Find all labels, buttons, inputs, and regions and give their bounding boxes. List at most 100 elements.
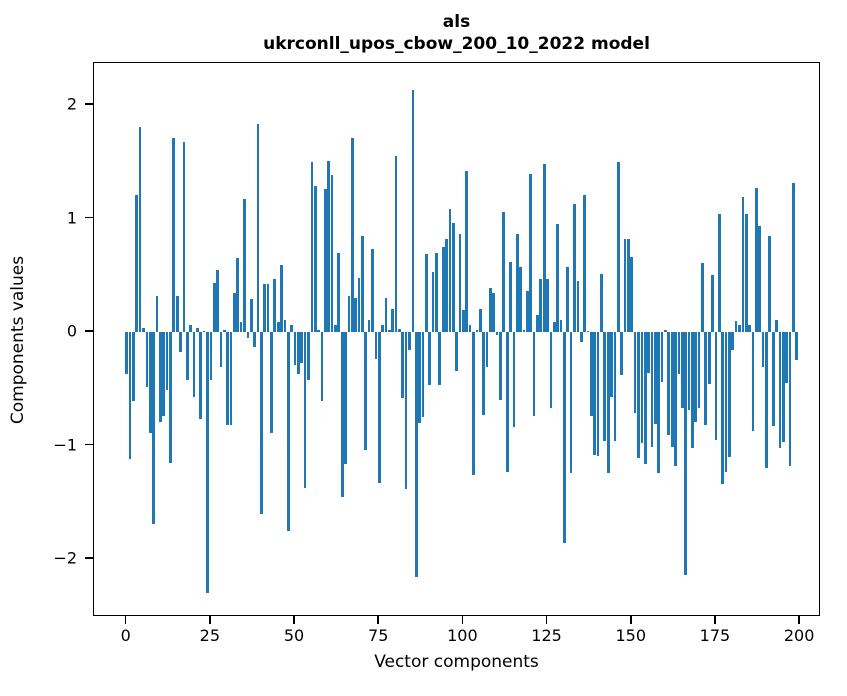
bar: [209, 332, 213, 380]
bar: [401, 332, 405, 398]
bar: [684, 332, 687, 575]
bar: [755, 187, 758, 333]
y-tick-mark: [85, 557, 93, 559]
x-axis-label: Vector components: [374, 652, 539, 672]
x-tick-label: 200: [783, 626, 815, 645]
y-tick-mark: [85, 443, 93, 446]
bar: [519, 267, 522, 333]
bar: [559, 319, 563, 333]
bar: [142, 327, 145, 333]
bar: [448, 209, 452, 333]
bar: [738, 325, 741, 333]
bar: [451, 223, 455, 333]
bar: [751, 332, 755, 431]
chart-subtitle: ukrconll_upos_cbow_200_10_2022 model: [263, 34, 650, 54]
bar: [468, 325, 472, 333]
bar: [758, 226, 762, 333]
bar: [566, 267, 570, 333]
x-tick-label: 125: [531, 626, 562, 645]
bar: [761, 332, 765, 368]
y-axis-label: Components values: [8, 255, 28, 425]
bar: [542, 164, 546, 333]
bar: [266, 284, 270, 333]
bar: [744, 213, 748, 333]
bar: [623, 238, 627, 333]
bar: [788, 332, 792, 466]
bar: [273, 278, 277, 333]
bar: [158, 332, 162, 422]
bar: [694, 332, 698, 422]
y-tick-label: −2: [53, 548, 77, 568]
bar: [263, 284, 267, 333]
x-tick-mark: [798, 616, 800, 624]
x-tick-label: 75: [368, 626, 389, 645]
bar: [418, 332, 421, 423]
bar: [387, 329, 391, 333]
bar: [603, 332, 607, 442]
bar: [495, 332, 499, 336]
bar: [458, 234, 462, 333]
bar: [620, 332, 623, 376]
bar: [697, 332, 701, 409]
bar: [435, 252, 438, 333]
bar: [327, 160, 331, 333]
bar: [212, 283, 216, 333]
bar: [165, 332, 169, 390]
bar: [781, 332, 785, 443]
bar: [569, 332, 573, 473]
bar: [350, 137, 354, 333]
bar: [290, 325, 293, 333]
bar: [465, 170, 469, 333]
bar: [337, 252, 341, 333]
bar: [610, 332, 613, 397]
bar: [792, 183, 795, 333]
bar: [283, 319, 287, 333]
bar: [246, 332, 250, 338]
bar: [330, 175, 334, 333]
bar: [300, 332, 304, 363]
bar: [593, 332, 597, 455]
bar: [563, 332, 566, 544]
bar: [320, 332, 324, 402]
bar: [482, 332, 485, 415]
bar: [233, 293, 236, 333]
bar: [734, 320, 738, 333]
x-tick-mark: [293, 616, 295, 624]
x-tick-label: 150: [615, 626, 647, 645]
bar: [677, 332, 681, 375]
bar: [125, 332, 128, 375]
bar: [408, 332, 411, 351]
bar: [297, 332, 300, 375]
bar: [637, 332, 640, 459]
bar: [276, 321, 280, 333]
bar: [532, 332, 536, 417]
bar: [344, 332, 347, 464]
bar: [162, 332, 166, 417]
chart-title: als: [442, 12, 471, 32]
bar: [199, 332, 203, 420]
bar: [340, 332, 344, 497]
bar: [155, 295, 159, 333]
bar: [381, 325, 384, 333]
bar: [795, 332, 799, 361]
bar: [785, 332, 788, 384]
x-tick-mark: [461, 616, 464, 624]
bar: [138, 126, 142, 333]
bar: [515, 234, 519, 333]
bar: [536, 315, 539, 333]
bar: [189, 325, 192, 333]
bar: [717, 213, 721, 333]
bar: [196, 327, 199, 333]
bar: [404, 332, 408, 489]
bar: [606, 332, 610, 473]
bar: [556, 224, 560, 333]
bar: [711, 275, 714, 333]
bar: [667, 332, 671, 436]
bar: [616, 161, 620, 333]
bar: [222, 329, 226, 333]
bar: [391, 309, 395, 333]
bar: [674, 332, 677, 466]
bar: [172, 137, 176, 333]
bar: [323, 189, 327, 333]
y-tick-mark: [85, 330, 93, 332]
